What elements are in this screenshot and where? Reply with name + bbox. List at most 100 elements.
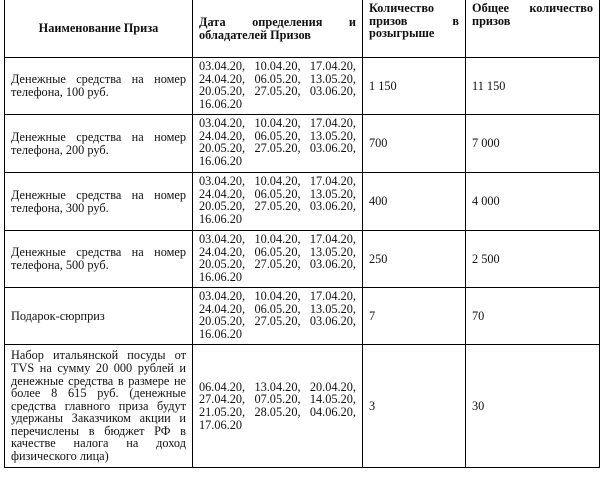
date: 27.05.20,	[254, 84, 301, 99]
date: 14.05.20,	[309, 392, 356, 407]
prize-dates: 03.04.20, 10.04.20, 17.04.20, 24.04.20, 0…	[192, 172, 363, 231]
prize-dates: 03.04.20, 10.04.20, 17.04.20, 24.04.20, 0…	[192, 57, 363, 115]
prize-name: Денежные средства на номер телефона, 100…	[4, 57, 193, 115]
date: 13.05.20,	[309, 186, 356, 201]
date: 17.04.20,	[309, 59, 356, 73]
date-line: 20.05.20, 27.05.20, 03.06.20,	[199, 258, 356, 271]
date: 17.04.20,	[309, 289, 356, 303]
date: 06.05.20,	[254, 186, 301, 201]
prize-total: 2 500	[465, 230, 600, 288]
prize-dates: 06.04.20, 13.04.20, 20.04.20, 27.04.20, 0…	[192, 344, 363, 468]
date: 24.04.20,	[199, 244, 246, 259]
date-line: 16.06.20	[199, 153, 356, 168]
prize-count: 250	[362, 230, 466, 288]
date-line: 03.04.20, 10.04.20, 17.04.20,	[199, 175, 356, 188]
prize-table: Наименование Приза Дата определения и об…	[4, 0, 600, 468]
date-line: 03.04.20, 10.04.20, 17.04.20,	[199, 233, 356, 246]
date-line: 20.05.20, 27.05.20, 03.06.20,	[199, 200, 356, 213]
date: 03.04.20,	[199, 59, 246, 73]
date: 06.05.20,	[254, 244, 301, 259]
date: 06.05.20,	[254, 301, 301, 316]
date-line: 16.06.20	[199, 326, 356, 341]
prize-name: Денежные средства на номер телефона, 300…	[4, 172, 193, 231]
date: 03.06.20,	[309, 141, 356, 156]
table-row: Денежные средства на номер телефона, 300…	[4, 172, 600, 231]
date: 17.04.20,	[309, 116, 356, 130]
date: 03.06.20,	[309, 257, 356, 272]
date-line: 24.04.20, 06.05.20, 13.05.20,	[199, 301, 356, 316]
date: 10.04.20,	[254, 174, 301, 188]
date: 10.04.20,	[254, 59, 301, 73]
date: 21.05.20,	[199, 405, 246, 419]
date-line: 16.06.20	[199, 96, 356, 111]
prize-count: 400	[362, 172, 466, 231]
prize-name: Денежные средства на номер телефона, 500…	[4, 230, 193, 288]
date-line: 03.04.20, 10.04.20, 17.04.20,	[199, 60, 356, 73]
date-line: 03.04.20, 10.04.20, 17.04.20,	[199, 117, 356, 130]
date: 17.06.20	[199, 417, 243, 432]
date-line: 24.04.20, 06.05.20, 13.05.20,	[199, 244, 356, 259]
date: 20.05.20,	[199, 257, 246, 272]
table-row: Подарок-сюрприз 03.04.20, 10.04.20, 17.04…	[4, 287, 600, 345]
date: 20.05.20,	[199, 141, 246, 156]
prize-dates: 03.04.20, 10.04.20, 17.04.20, 24.04.20, 0…	[192, 230, 363, 288]
prize-total: 11 150	[465, 57, 600, 115]
date: 20.05.20,	[199, 84, 246, 99]
date: 13.05.20,	[309, 128, 356, 143]
date: 10.04.20,	[254, 232, 301, 246]
prize-count: 700	[362, 114, 466, 173]
prize-name: Денежные средства на номер телефона, 200…	[4, 114, 193, 173]
header-prize-name: Наименование Приза	[4, 0, 193, 58]
prize-total: 30	[465, 344, 600, 468]
date: 03.06.20,	[309, 84, 356, 99]
date: 20.04.20,	[309, 379, 356, 394]
table-header-row: Наименование Приза Дата определения и об…	[4, 0, 600, 58]
date: 16.06.20	[199, 269, 243, 284]
date-line: 20.05.20, 27.05.20, 03.06.20,	[199, 142, 356, 155]
date-line: 20.05.20, 27.05.20, 03.06.20,	[199, 85, 356, 98]
date: 27.04.20,	[199, 392, 246, 407]
prize-total: 7 000	[465, 114, 600, 173]
date: 04.06.20,	[309, 405, 356, 419]
date-line: 21.05.20, 28.05.20, 04.06.20,	[199, 406, 356, 419]
header-dates: Дата определения и обладателей Призов	[192, 0, 363, 58]
prize-count: 3	[362, 344, 466, 468]
date-line: 24.04.20, 06.05.20, 13.05.20,	[199, 71, 356, 86]
date: 03.04.20,	[199, 232, 246, 246]
prize-count: 7	[362, 287, 466, 345]
date: 06.05.20,	[254, 71, 301, 86]
date: 16.06.20	[199, 153, 243, 168]
date: 07.05.20,	[254, 392, 301, 407]
date: 03.06.20,	[309, 314, 356, 329]
date: 28.05.20,	[254, 405, 301, 419]
date: 10.04.20,	[254, 289, 301, 303]
table-row: Набор итальянской посуды от TVS на сумму…	[4, 344, 600, 468]
date-line: 24.04.20, 06.05.20, 13.05.20,	[199, 186, 356, 201]
table-row: Денежные средства на номер телефона, 100…	[4, 57, 600, 115]
date: 13.05.20,	[309, 244, 356, 259]
date-line: 17.06.20	[199, 417, 356, 432]
date: 20.05.20,	[199, 314, 246, 329]
date: 24.04.20,	[199, 186, 246, 201]
date: 27.05.20,	[254, 257, 301, 272]
prize-count: 1 150	[362, 57, 466, 115]
date-line: 16.06.20	[199, 211, 356, 226]
date-line: 03.04.20, 10.04.20, 17.04.20,	[199, 290, 356, 303]
prize-total: 4 000	[465, 172, 600, 231]
date: 03.04.20,	[199, 289, 246, 303]
date: 27.05.20,	[254, 141, 301, 156]
prize-dates: 03.04.20, 10.04.20, 17.04.20, 24.04.20, 0…	[192, 287, 363, 345]
date: 27.05.20,	[254, 314, 301, 329]
date: 16.06.20	[199, 211, 243, 226]
table-row: Денежные средства на номер телефона, 500…	[4, 230, 600, 288]
date: 20.05.20,	[199, 199, 246, 214]
date-line: 24.04.20, 06.05.20, 13.05.20,	[199, 128, 356, 143]
date: 16.06.20	[199, 96, 243, 111]
date-line: 27.04.20, 07.05.20, 14.05.20,	[199, 393, 356, 406]
date: 13.05.20,	[309, 301, 356, 316]
date: 16.06.20	[199, 326, 243, 341]
prize-total: 70	[465, 287, 600, 345]
table-row: Денежные средства на номер телефона, 200…	[4, 114, 600, 173]
date: 06.05.20,	[254, 128, 301, 143]
prize-name: Подарок-сюрприз	[4, 287, 193, 345]
